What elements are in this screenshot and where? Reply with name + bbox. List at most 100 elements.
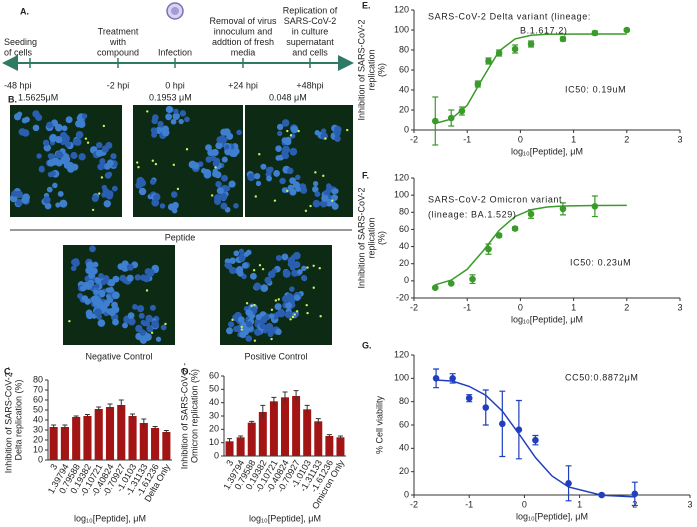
x-tick-label: 1 (571, 302, 576, 312)
cell (98, 272, 104, 279)
data-point (495, 232, 503, 239)
y-axis-label: Inhibition of SARS-CoV-2 - (3, 367, 13, 474)
stain (274, 299, 278, 302)
cell (47, 171, 54, 178)
cell (84, 282, 93, 290)
cell (215, 180, 222, 188)
error-bar (315, 418, 321, 424)
data-point (474, 80, 482, 88)
stain (253, 339, 257, 342)
cell (104, 172, 112, 179)
cell (246, 321, 253, 328)
x-axis-label: log₁₀[Peptide], μM (249, 513, 321, 523)
y-tick-label: 80 (33, 374, 43, 384)
cell (289, 286, 295, 292)
stain (172, 163, 176, 167)
cell (172, 201, 179, 209)
stain (306, 266, 309, 269)
stain (286, 129, 289, 133)
x-tick-label: -2 (410, 302, 418, 312)
bar (105, 407, 115, 460)
cell (70, 151, 78, 160)
cell (238, 248, 245, 254)
cell (52, 182, 58, 189)
data-point (485, 245, 492, 253)
error-bar (260, 404, 266, 419)
data-point (495, 49, 503, 57)
cell (165, 113, 173, 121)
cell (334, 129, 341, 137)
cell (59, 199, 68, 208)
cell (239, 330, 247, 339)
cell (97, 319, 106, 327)
stain (102, 124, 106, 128)
event-label: of cells (4, 47, 33, 57)
cell (106, 159, 114, 167)
cell (312, 199, 321, 208)
event-label: SARS-CoV-2 (284, 16, 337, 26)
error-bar (51, 424, 57, 429)
cell (15, 199, 23, 207)
virus-icon (166, 2, 184, 20)
error-bar (238, 435, 244, 439)
control-label: Positive Control (244, 351, 307, 361)
y-tick-label: 0 (404, 489, 409, 499)
data-point (447, 280, 455, 287)
y-axis-label: replication (366, 49, 376, 90)
cell (122, 322, 128, 329)
error-bar (337, 435, 343, 439)
y-tick-label: 100 (394, 24, 409, 34)
bar (236, 437, 245, 456)
data-point (623, 26, 631, 34)
x-tick-label: 2 (624, 134, 629, 144)
cell (134, 274, 141, 281)
y-tick-label: 40 (209, 397, 219, 407)
y-tick-label: 20 (33, 434, 43, 444)
cell (92, 261, 99, 268)
cell (165, 105, 173, 114)
cell (55, 136, 63, 144)
cell (224, 144, 230, 150)
cell (281, 253, 289, 261)
cell (282, 152, 290, 160)
concentration-label: 0.048 μM (269, 92, 307, 102)
cell (221, 156, 228, 163)
cell (32, 124, 40, 132)
data-point (511, 225, 519, 232)
cell (275, 255, 282, 262)
stain (286, 189, 289, 193)
y-tick-label: 120 (394, 172, 409, 182)
data-point (499, 420, 506, 428)
stain (312, 264, 315, 267)
y-tick-label: 100 (394, 190, 409, 200)
cell (77, 120, 86, 128)
x-tick-label: 1 (577, 499, 582, 509)
cell (159, 203, 166, 209)
error-bar (227, 438, 233, 444)
stain (145, 289, 149, 292)
cell (334, 135, 341, 142)
cell (219, 192, 228, 201)
cell (85, 266, 94, 275)
cell (284, 311, 291, 318)
y-tick-label: 20 (399, 258, 409, 268)
cell (223, 128, 231, 136)
panel-label: E. (362, 0, 371, 10)
cell (138, 312, 145, 319)
x-tick-label: 0 (518, 134, 523, 144)
chart-title: (lineage: BA.1.529) (428, 209, 516, 219)
y-axis-label: Inhibition of SARS-CoV-2 - (179, 363, 189, 470)
cell (312, 180, 319, 187)
cell (117, 263, 124, 270)
x-axis-label: log₁₀[Peptide], μM (74, 513, 146, 523)
y-tick-label: 30 (33, 424, 43, 434)
bar (314, 421, 323, 456)
bar (281, 397, 289, 456)
cell (77, 292, 84, 299)
stain (309, 204, 312, 208)
cell (229, 266, 237, 275)
cell (253, 172, 261, 180)
error-bar (271, 396, 277, 406)
cell (230, 150, 238, 158)
event-time: -2 hpi (107, 80, 130, 90)
